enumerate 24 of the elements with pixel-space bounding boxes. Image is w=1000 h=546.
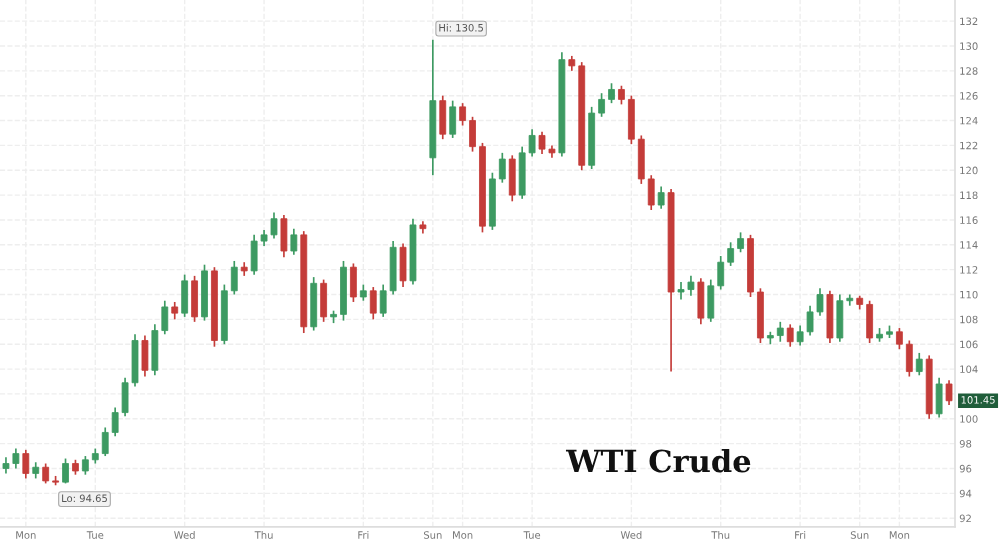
candlestick xyxy=(449,99,457,139)
candlestick xyxy=(826,289,834,344)
candlestick xyxy=(22,449,30,480)
candlestick xyxy=(320,278,328,323)
candlestick xyxy=(290,227,298,256)
candlestick xyxy=(201,263,208,322)
candlestick xyxy=(141,334,149,378)
candlestick xyxy=(399,242,407,288)
candlestick xyxy=(697,277,705,326)
text: WTI Crude xyxy=(565,448,751,473)
candlestick xyxy=(439,94,447,141)
candlestick xyxy=(657,185,665,210)
candlestick xyxy=(915,352,923,377)
candlestick xyxy=(181,273,189,318)
candlestick xyxy=(350,262,357,303)
candlestick xyxy=(310,276,318,332)
candlestick xyxy=(945,379,953,406)
candlestick xyxy=(280,214,288,259)
candlestick xyxy=(369,286,377,321)
candlestick xyxy=(935,376,943,419)
candlestick xyxy=(62,457,69,485)
candlestick xyxy=(508,154,516,203)
candlestick xyxy=(786,323,794,348)
candlestick xyxy=(191,275,198,323)
